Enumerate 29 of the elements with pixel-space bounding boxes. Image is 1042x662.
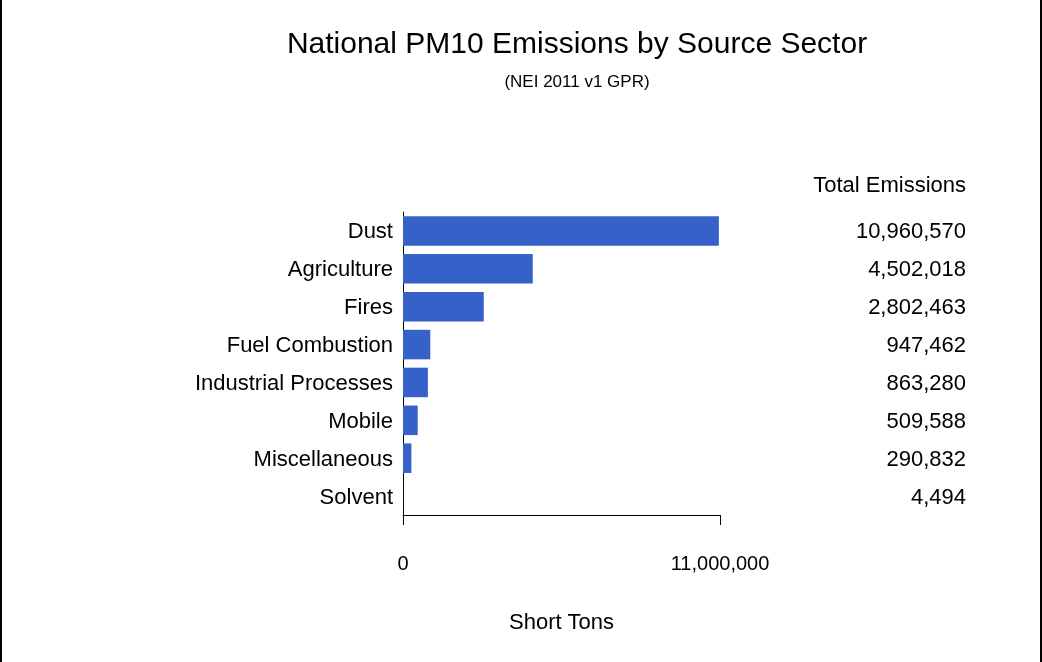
bar: [403, 291, 484, 322]
y-tick-label: Fuel Combustion: [226, 332, 393, 358]
bar: [403, 367, 428, 398]
bar: [403, 216, 719, 246]
data-label: 2,802,463: [868, 294, 966, 320]
y-tick-label: Mobile: [328, 407, 393, 433]
data-label: 947,462: [886, 332, 966, 358]
data-label: 4,494: [910, 483, 966, 509]
bar: [403, 329, 431, 360]
x-tick-label: 11,000,000: [670, 552, 770, 574]
data-label: 290,832: [886, 445, 966, 471]
y-tick-label: Solvent: [319, 483, 393, 509]
x-axis-title: Short Tons: [509, 608, 614, 634]
bar: [403, 405, 418, 436]
y-tick-label: Fires: [344, 294, 393, 320]
chart-subtitle: (NEI 2011 v1 GPR): [504, 72, 650, 91]
y-tick-label: Miscellaneous: [253, 445, 393, 471]
data-label: 10,960,570: [855, 218, 966, 244]
bar: [403, 254, 533, 284]
y-tick-label: Agriculture: [287, 256, 393, 282]
bar: [403, 443, 412, 473]
x-tick-label: 0: [397, 552, 409, 574]
chart-title: National PM10 Emissions by Source Sector: [286, 25, 868, 59]
y-tick-label: Industrial Processes: [194, 369, 393, 395]
data-label: 4,502,018: [868, 256, 966, 282]
data-label: 863,280: [886, 369, 966, 395]
text: Total Emissions: [813, 171, 966, 197]
data-label: 509,588: [886, 407, 966, 433]
y-tick-label: Dust: [347, 218, 393, 244]
